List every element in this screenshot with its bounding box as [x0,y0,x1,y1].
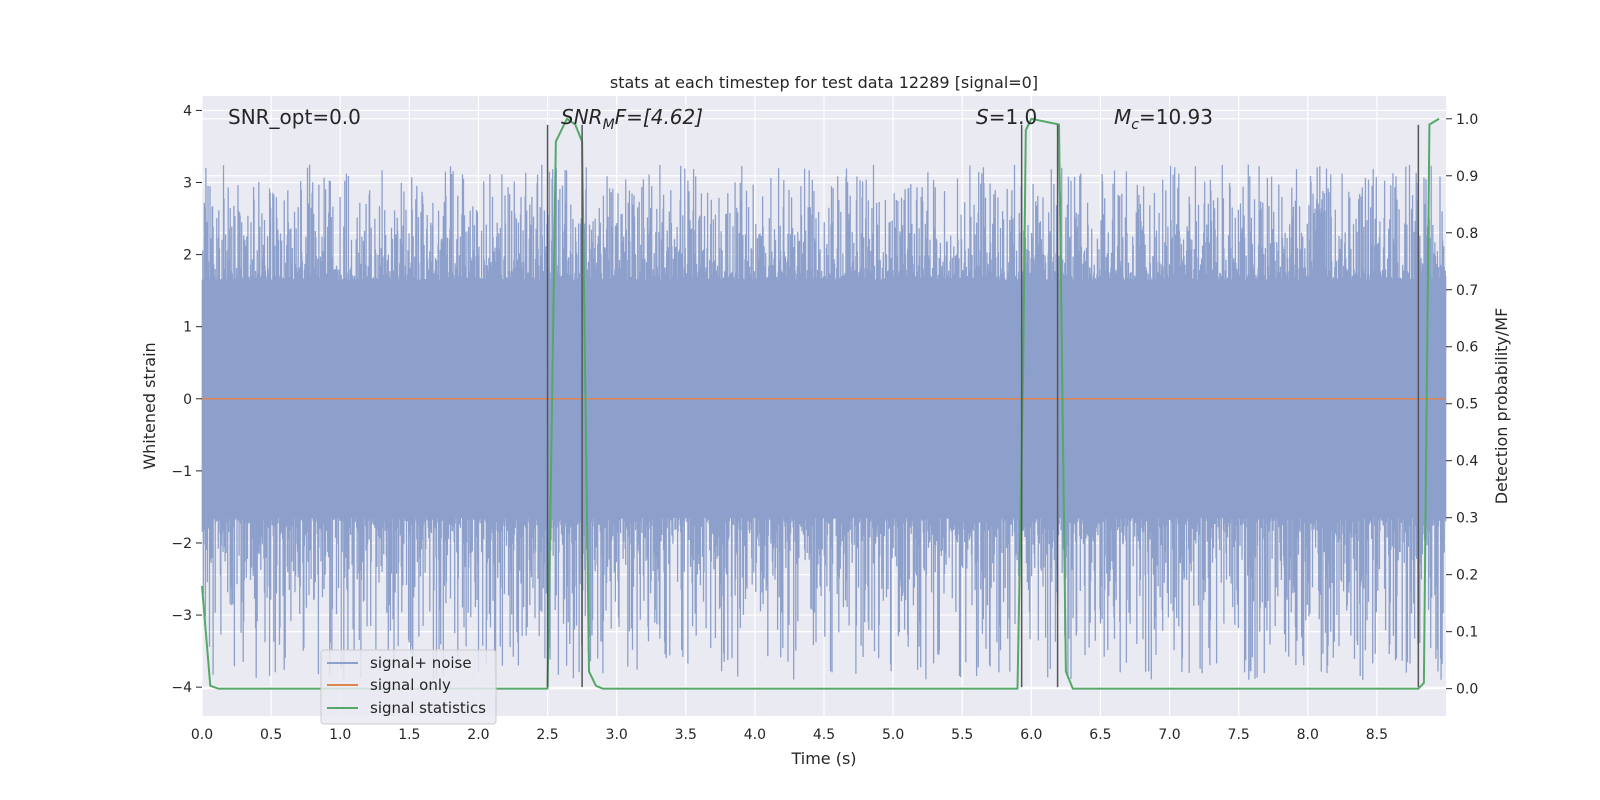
y-tick-label: −1 [171,464,192,480]
y-tick-label: 1 [183,320,192,336]
x-tick-label: 6.5 [1089,727,1111,743]
y-tick-label: −2 [171,536,192,552]
x-tick-label: 7.0 [1158,727,1180,743]
x-tick-label: 4.0 [744,727,766,743]
legend: signal+ noise signal only signal statist… [320,649,497,725]
annotation-snr-mf: SNRMF=[4.62] [561,105,703,133]
annotation-snr-opt: SNR_opt=0.0 [228,105,361,129]
vertical-markers [546,124,1420,688]
y-right-tick-label: 0.1 [1456,625,1478,641]
y-right-tick-label: 0.4 [1456,454,1478,470]
y-tick-label: 4 [183,103,192,119]
x-tick-label: 0.0 [191,727,213,743]
legend-box [320,649,497,725]
y-right-tick-label: 0.6 [1456,340,1478,356]
legend-label-signal-noise: signal+ noise [370,654,472,672]
x-tick-label: 3.0 [606,727,628,743]
chart-title: stats at each timestep for test data 122… [610,73,1038,92]
y-axis-label: Whitened strain [140,342,159,469]
y-tick-label: −4 [171,680,192,696]
x-tick-label: 5.5 [951,727,973,743]
legend-label-signal-statistics: signal statistics [370,699,486,717]
x-tick-label: 0.5 [260,727,282,743]
x-tick-label: 8.0 [1297,727,1319,743]
y-tick-label: 3 [183,176,192,192]
x-tick-label: 5.0 [882,727,904,743]
y-right-tick-label: 0.9 [1456,169,1478,185]
x-tick-label: 2.0 [467,727,489,743]
x-tick-label: 4.5 [813,727,835,743]
x-tick-label: 1.5 [398,727,420,743]
annotation-mc: Mc=10.93 [1114,105,1213,133]
y-right-tick-label: 0.2 [1456,568,1478,584]
x-tick-label: 1.0 [329,727,351,743]
x-tick-label: 3.5 [675,727,697,743]
y-right-tick-label: 0.3 [1456,511,1478,527]
x-tick-label: 8.5 [1366,727,1388,743]
y-right-axis-label: Detection probability/MF [1492,308,1511,505]
x-tick-label: 2.5 [536,727,558,743]
series-signal-statistics [201,117,1440,690]
legend-label-signal-only: signal only [370,676,451,694]
y-tick-label: 0 [183,392,192,408]
y-right-tick-label: 1.0 [1456,112,1478,128]
y-right-tick-label: 0.0 [1456,682,1478,698]
y-right-tick-label: 0.7 [1456,283,1478,299]
ticks: 0.0 0.5 1.0 1.5 2.0 2.5 3.0 3.5 4.0 4.5 5.0 5.5 6.0 6… [171,103,1478,743]
y-right-tick-label: 0.8 [1456,226,1478,242]
x-tick-label: 6.0 [1020,727,1042,743]
x-axis-label: Time (s) [790,749,856,768]
y-tick-label: 2 [183,248,192,264]
series-lines [201,117,1446,690]
y-tick-label: −3 [171,608,192,624]
x-tick-label: 7.5 [1228,727,1250,743]
y-right-tick-label: 0.5 [1456,397,1478,413]
annotation-s: S=1.0 [976,105,1037,129]
